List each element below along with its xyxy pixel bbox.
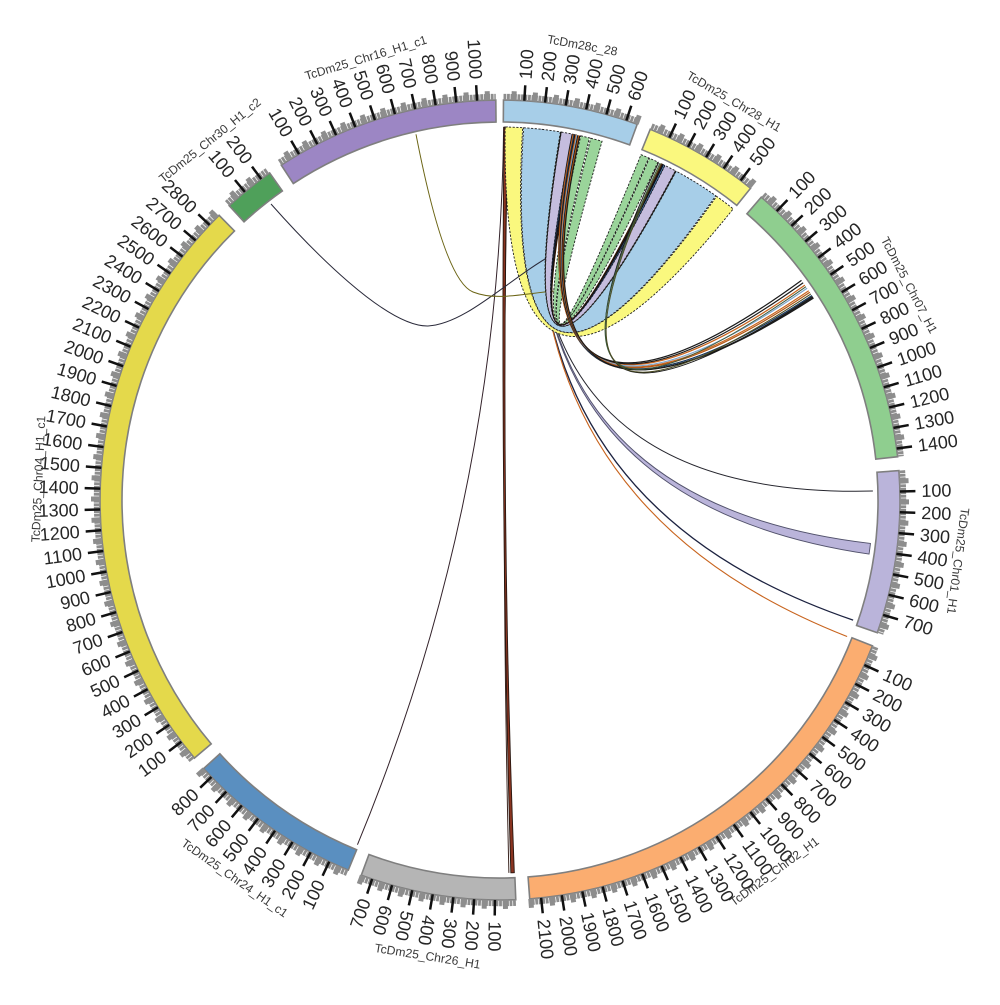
svg-text:200: 200: [921, 503, 952, 524]
svg-text:1200: 1200: [39, 522, 80, 545]
svg-text:200: 200: [461, 920, 483, 951]
svg-text:300: 300: [919, 525, 951, 547]
svg-text:2100: 2100: [533, 918, 557, 960]
svg-text:100: 100: [921, 480, 951, 501]
svg-text:1300: 1300: [38, 500, 79, 521]
svg-text:100: 100: [484, 921, 504, 951]
svg-text:400: 400: [916, 547, 948, 571]
svg-text:900: 900: [441, 50, 464, 82]
svg-text:200: 200: [538, 50, 561, 82]
svg-text:1000: 1000: [464, 39, 486, 80]
svg-text:100: 100: [516, 49, 538, 80]
svg-text:300: 300: [437, 917, 460, 949]
